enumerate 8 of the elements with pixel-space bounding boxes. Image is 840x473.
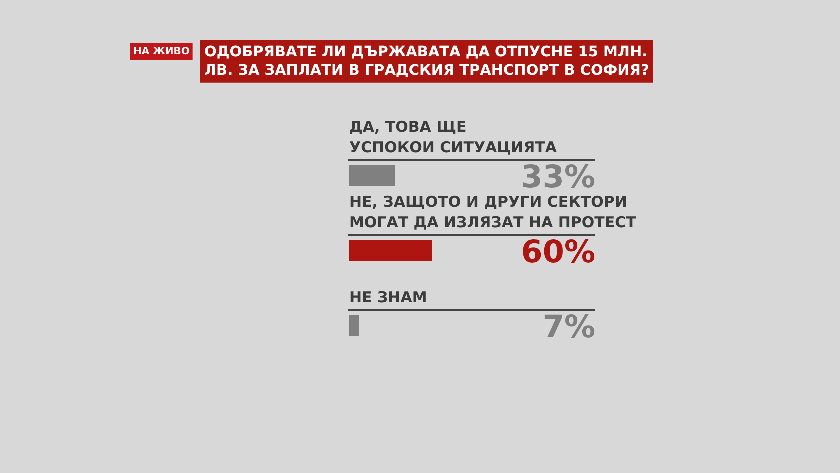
data-label: 7% xyxy=(542,310,596,346)
data-label: 33% xyxy=(521,160,596,196)
y-tick-label: ДА, ТОВА ЩЕ УСПОКОИ СИТУАЦИЯТА xyxy=(350,118,558,156)
data-label: 60% xyxy=(521,234,596,270)
y-tick-label: НЕ ЗНАМ xyxy=(350,288,428,306)
text: НА ЖИВО xyxy=(134,46,190,58)
chart-title: ОДОБРЯВАТЕ ЛИ ДЪРЖАВАТА ДА ОТПУСНЕ 15 МЛН. ЛВ. ЗА ЗАПЛАТИ В ГРАДСКИЯ ТРАНСПОРТ В СОФИЯ? xyxy=(204,44,650,79)
y-tick-label: НЕ, ЗАЩОТО И ДРУГИ СЕКТОРИ МОГАТ ДА ИЗЛЯЗАТ НА ПРОТЕСТ xyxy=(350,192,638,232)
